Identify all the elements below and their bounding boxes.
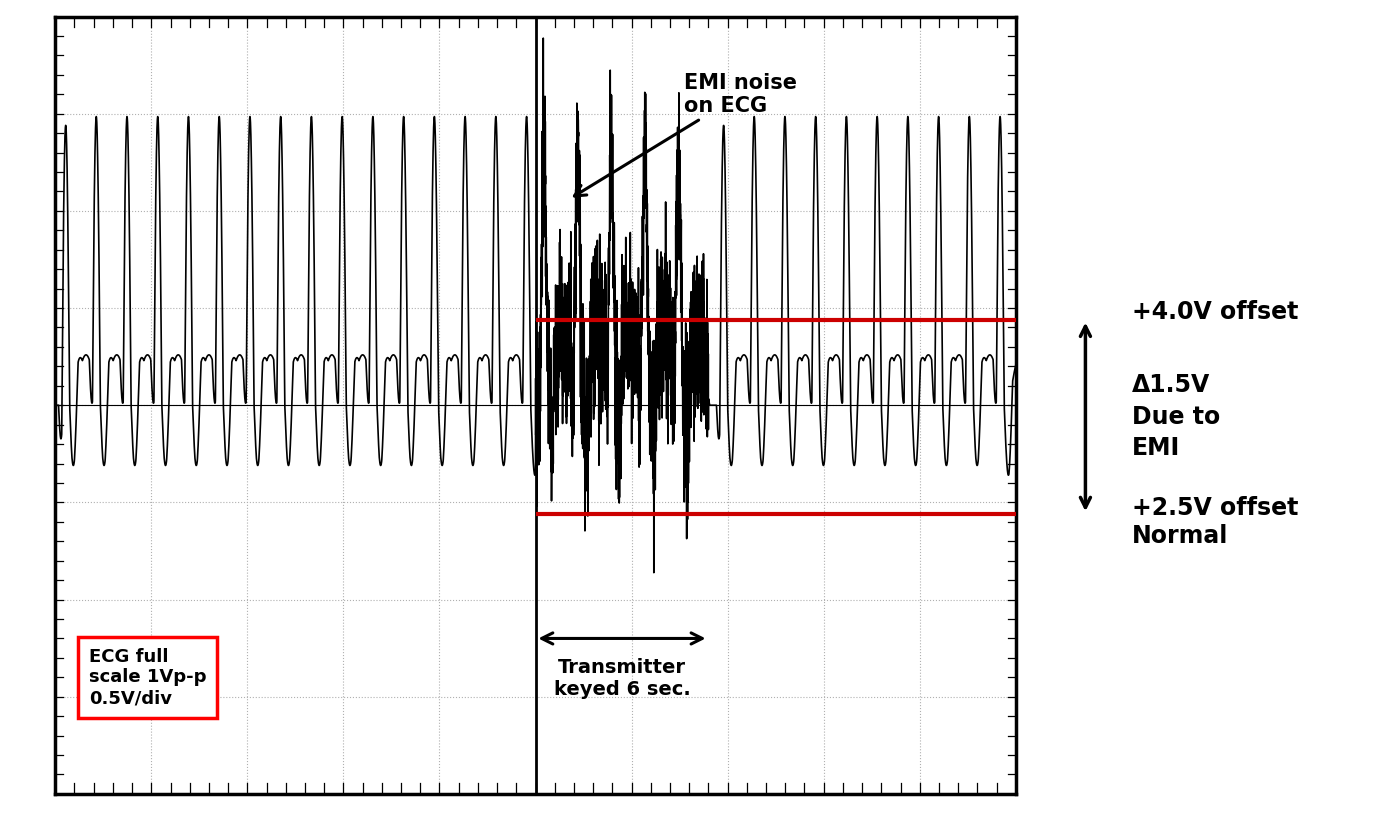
Text: Δ1.5V
Due to
EMI: Δ1.5V Due to EMI	[1132, 373, 1220, 461]
Text: ECG full
scale 1Vp-p
0.5V/div: ECG full scale 1Vp-p 0.5V/div	[88, 648, 206, 707]
Text: +2.5V offset
Normal: +2.5V offset Normal	[1132, 496, 1298, 547]
Text: EMI noise
on ECG: EMI noise on ECG	[575, 73, 797, 196]
Text: Transmitter
keyed 6 sec.: Transmitter keyed 6 sec.	[554, 658, 691, 699]
Text: +4.0V offset: +4.0V offset	[1132, 300, 1298, 324]
